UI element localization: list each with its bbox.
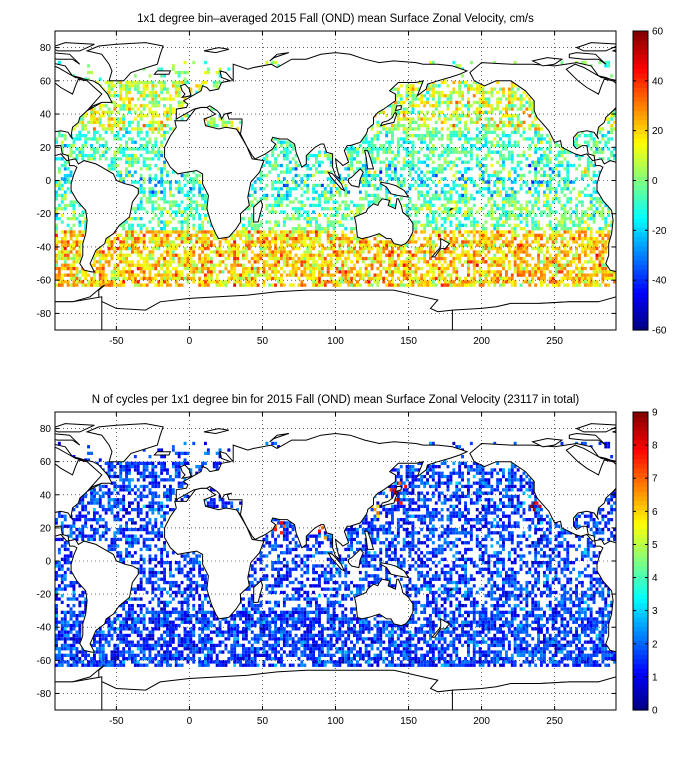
colorbar-tick-label: 7 [652, 474, 658, 485]
hotspot-bin [393, 488, 397, 492]
hotspot-bin [274, 527, 277, 532]
y-tick-label: -40 [37, 623, 52, 634]
colorbar: 60 40 20 0 -20 -40 -60 [632, 27, 667, 337]
x-tick-label: 50 [257, 716, 269, 727]
colorbar-tick-label: 40 [652, 76, 664, 87]
x-tick-label: -50 [109, 336, 124, 347]
y-tick-label: 0 [45, 557, 51, 568]
chart-title: N of cycles per 1x1 degree bin for 2015 … [92, 394, 580, 406]
hotspot-bin [323, 536, 327, 540]
hotspot-bin [282, 524, 286, 528]
y-tick-label: 20 [40, 523, 52, 534]
x-tick-label: 150 [400, 716, 417, 727]
y-tick-label: 40 [40, 490, 52, 501]
x-tick-label: 200 [473, 336, 490, 347]
y-tick-label: 40 [40, 110, 52, 121]
y-tick-label: -20 [37, 590, 52, 601]
plot-area [55, 412, 616, 710]
hotspot-bin [396, 498, 400, 502]
hotspot-bin [398, 481, 402, 485]
y-tick-label: 80 [40, 43, 52, 54]
colorbar-tick-label: 9 [652, 408, 658, 419]
x-tick-label: 250 [546, 336, 563, 347]
x-tick-label: -50 [109, 716, 124, 727]
hotspot-bin [532, 508, 536, 512]
x-tick-label: 200 [473, 716, 490, 727]
x-tick-label: 100 [327, 716, 344, 727]
y-tick-label: 20 [40, 143, 52, 154]
hotspot-bin [320, 526, 324, 530]
colorbar-tick-label: 20 [652, 126, 664, 137]
y-tick-label: -60 [37, 656, 52, 667]
colorbar-tick-label: 60 [652, 27, 664, 38]
colorbar-tick-label: 1 [652, 672, 658, 683]
x-tick-label: 100 [327, 336, 344, 347]
colorbar-tick-label: -60 [652, 326, 667, 337]
hotspot-bin [376, 514, 380, 518]
colorbar-tick-label: 8 [652, 441, 658, 452]
colorbar-tick-label: 6 [652, 507, 658, 518]
hotspot-bin [274, 524, 277, 528]
hotspot-bin [280, 531, 283, 535]
hotspot-bin [280, 521, 283, 525]
y-tick-label: 60 [40, 457, 52, 468]
x-tick-label: 150 [400, 336, 417, 347]
velocity-panel: -50 0 50 100 150 200 250806040200-20-40-60-801… [37, 13, 667, 347]
hotspot-bin [535, 501, 539, 505]
colorbar-tick-label: 0 [652, 176, 658, 187]
y-tick-label: -40 [37, 242, 52, 253]
hotspot-bin [404, 484, 408, 489]
colorbar: 9 8 7 6 5 4 3 2 1 0 [632, 408, 658, 717]
cycles-panel: -50 0 50 100 150 200 250806040200-20-40-60-80N… [37, 394, 658, 727]
hotspot-bin [318, 529, 321, 533]
colorbar-tick-label: 3 [652, 606, 658, 617]
hotspot-bin [538, 504, 542, 508]
y-tick-label: -20 [37, 209, 52, 220]
colorbar-tick-label: -40 [652, 276, 667, 287]
coastlines [55, 423, 616, 710]
colorbar-tick-label: 0 [652, 706, 658, 717]
hotspot-bin [532, 501, 536, 505]
colorbar-tick-label: 4 [652, 573, 658, 584]
x-tick-label: 50 [257, 336, 269, 347]
y-tick-label: -80 [37, 309, 52, 320]
colorbar-tick-label: -20 [652, 226, 667, 237]
y-tick-label: 80 [40, 424, 52, 435]
x-tick-label: 0 [187, 716, 193, 727]
colorbar-tick-label: 5 [652, 540, 658, 551]
hotspot-bin [373, 508, 377, 512]
x-tick-label: 0 [187, 336, 193, 347]
plot-area [55, 31, 616, 330]
x-tick-label: 250 [546, 716, 563, 727]
data-bins [55, 441, 616, 667]
chart-title: 1x1 degree bin–averaged 2015 Fall (OND) … [137, 13, 534, 25]
gridlines [55, 31, 616, 330]
data-bins [55, 60, 616, 287]
y-tick-label: -80 [37, 689, 52, 700]
hotspot-bin [399, 501, 403, 505]
y-tick-label: 60 [40, 76, 52, 87]
hotspot-bin [376, 511, 380, 515]
hotspot-bin [389, 488, 393, 492]
y-tick-label: 0 [45, 176, 51, 187]
hotspot-bin [376, 504, 380, 508]
colorbar-tick-label: 2 [652, 639, 658, 650]
gridlines [55, 412, 616, 710]
hotspot-bin [529, 504, 533, 508]
y-tick-label: -60 [37, 276, 52, 287]
